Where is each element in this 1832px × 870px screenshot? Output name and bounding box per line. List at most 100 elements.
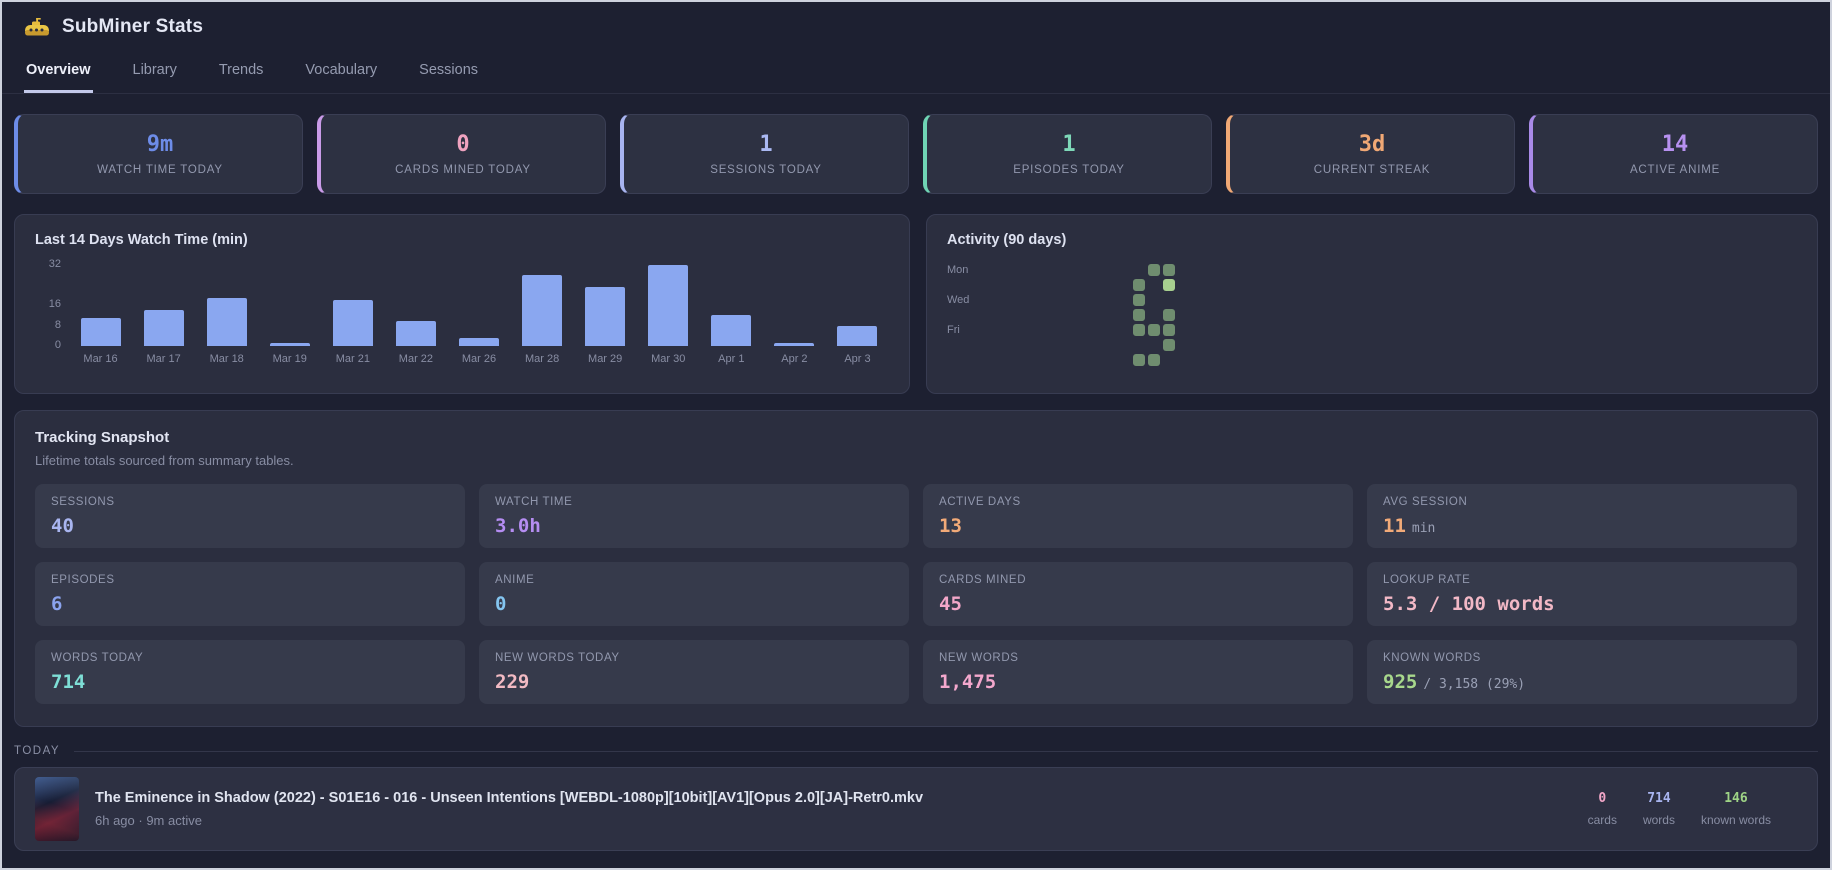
tab-sessions[interactable]: Sessions [419,62,479,78]
tab-vocabulary[interactable]: Vocabulary [305,62,378,78]
today-divider [74,750,1818,752]
x-tick-label: Mar 29 [588,353,623,365]
tracking-cell-value: 13 [939,515,962,537]
activity-cell-empty [1058,339,1070,351]
heatmap-day-label: Fri [947,324,960,336]
activity-cell-empty [1103,279,1115,291]
stat-card-active-anime: 14 ACTIVE ANIME [1529,114,1818,194]
bar-column [511,262,574,346]
tracking-cell-value: 3.0h [495,515,541,537]
x-tick-label: Mar 22 [398,353,434,365]
activity-cell-empty [1028,279,1040,291]
tracking-cell-suffix: min [1411,521,1436,536]
tracking-cell-lookup-rate: LOOKUP RATE 5.3 / 100 words [1367,562,1797,626]
today-label: TODAY [14,745,61,757]
tab-overview[interactable]: Overview [24,52,93,93]
tab-trends[interactable]: Trends [218,62,264,78]
today-section: The Eminence in Shadow (2022) - S01E16 -… [2,757,1830,851]
episode-stat-label: cards [1587,813,1617,827]
submarine-icon [24,17,50,37]
tracking-cell-label: EPISODES [51,574,115,586]
activity-cell-empty [1103,264,1115,276]
today-header: TODAY [2,727,1830,757]
x-tick-label: Mar 21 [335,353,370,365]
stat-card-label: SESSIONS TODAY [710,164,822,176]
activity-cell-empty [1088,294,1100,306]
activity-cell-empty [1013,354,1025,366]
panels-row: Last 14 Days Watch Time (min) 0 8 16 32 Mar… [2,194,1830,394]
activity-cell-empty [1043,339,1055,351]
activity-cell-empty [1043,309,1055,321]
x-tick-label: Apr 1 [718,353,745,365]
activity-cell-empty [998,354,1010,366]
activity-cell-empty [1058,324,1070,336]
episode-stat-value: 146 [1724,791,1748,806]
bar-column [132,262,195,346]
y-tick-label: 0 [54,339,61,351]
stat-cards-row: 9m WATCH TIME TODAY 0 CARDS MINED TODAY 1 SES… [2,94,1830,194]
tracking-cell-label: ACTIVE DAYS [939,496,1021,508]
activity-cell-empty [1058,309,1070,321]
bar-column [763,262,826,346]
x-tick-label: Mar 28 [524,353,560,365]
x-tick-label: Mar 26 [461,353,497,365]
activity-cell-empty [1073,279,1085,291]
x-tick-label: Mar 16 [83,353,118,365]
activity-cell-empty [1028,309,1040,321]
tracking-cell-value: 45 [939,593,962,615]
activity-cell-empty [983,279,995,291]
activity-cell-empty [1118,264,1130,276]
tracking-cell-new-words: NEW WORDS 1,475 [923,640,1353,704]
bar-mar-29 [585,287,626,346]
episode-thumbnail [35,777,79,841]
bar-column [574,262,637,346]
tracking-cell-value: 714 [51,671,86,693]
heatmap-day-label: Wed [947,294,970,306]
bar-column [69,262,132,346]
activity-cell-fri-w10 [1133,324,1145,336]
bar-mar-28 [522,274,563,346]
bar-apr-3 [837,325,878,346]
stat-card-sessions-today: 1 SESSIONS TODAY [620,114,909,194]
activity-cell-fri-w12 [1163,324,1175,336]
x-axis-labels: Mar 16 Mar 17 Mar 18 Mar 19 Mar 21 Mar 22 Mar … [69,353,889,365]
activity-cell-empty [1028,339,1040,351]
activity-cell-empty [1118,294,1130,306]
heatmap-grid [983,264,1175,369]
episode-title: The Eminence in Shadow (2022) - S01E16 -… [95,790,924,806]
episode-stat-known-words: 146 known words [1701,791,1771,827]
stat-card-value: 3d [1358,132,1386,157]
y-tick-label: 32 [48,257,61,270]
episode-info: The Eminence in Shadow (2022) - S01E16 -… [95,790,1572,828]
bar-apr-2 [774,343,815,346]
activity-cell-empty [983,324,995,336]
y-tick-label: 16 [48,298,61,311]
episode-row[interactable]: The Eminence in Shadow (2022) - S01E16 -… [14,767,1818,851]
tracking-cell-label: KNOWN WORDS [1383,652,1481,664]
activity-cell-empty [1148,309,1160,321]
bar-column [447,262,510,346]
episode-stat-value: 714 [1647,791,1671,806]
activity-cell-empty [983,264,995,276]
y-axis: 0 8 16 32 [35,258,69,351]
stat-card-cards-mined-today: 0 CARDS MINED TODAY [317,114,606,194]
activity-cell-empty [1148,339,1160,351]
activity-cell-empty [998,339,1010,351]
activity-cell-empty [1118,279,1130,291]
tracking-cell-sessions: SESSIONS 40 [35,484,465,548]
activity-cell-empty [1133,264,1145,276]
activity-cell-empty [1118,354,1130,366]
tab-library[interactable]: Library [132,62,177,78]
activity-cell-empty [1088,264,1100,276]
tracking-cell-label: AVG SESSION [1383,496,1468,508]
stat-card-value: 1 [1062,132,1076,157]
activity-cell-empty [1013,309,1025,321]
activity-title: Activity (90 days) [947,232,1067,248]
activity-cell-empty [998,294,1010,306]
tracking-cell-anime: ANIME 0 [479,562,909,626]
tracking-cell-active-days: ACTIVE DAYS 13 [923,484,1353,548]
stat-card-value: 9m [146,132,174,157]
tracking-cell-value: 5.3 / 100 words [1383,593,1555,615]
activity-cell-empty [1013,294,1025,306]
tracking-cell-cards-mined: CARDS MINED 45 [923,562,1353,626]
